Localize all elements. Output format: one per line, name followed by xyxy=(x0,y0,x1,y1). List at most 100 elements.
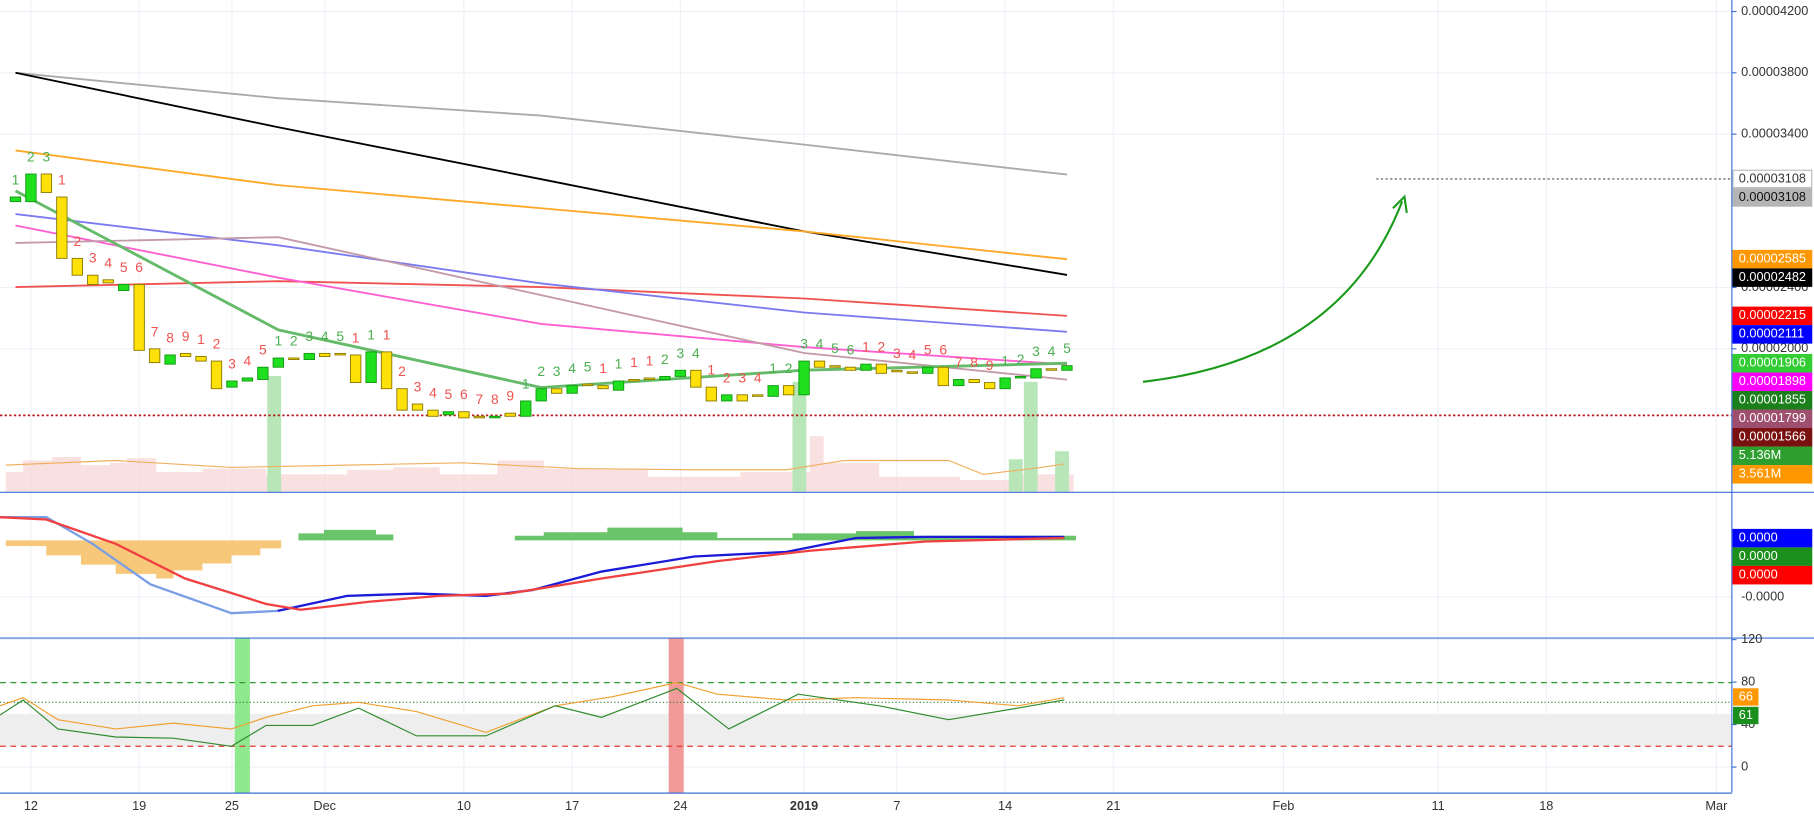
td-count: 5 xyxy=(120,259,128,275)
candle-body xyxy=(133,283,145,351)
macd-tag-label: 0.0000 xyxy=(1739,567,1778,582)
td-count: 4 xyxy=(754,369,762,385)
candle-body xyxy=(628,379,640,382)
x-tick-label: 21 xyxy=(1106,798,1120,813)
td-count: 1 xyxy=(630,354,638,370)
td-count: 1 xyxy=(769,360,777,376)
macd-histogram-negative xyxy=(5,540,282,579)
moving-average xyxy=(15,224,1068,366)
td-count: 8 xyxy=(491,391,499,407)
td-count: 1 xyxy=(522,375,530,391)
x-tick-label: Feb xyxy=(1272,798,1294,813)
candle-body xyxy=(148,348,161,364)
candle-body xyxy=(520,400,532,417)
y-tick-label: 0.00003800 xyxy=(1741,64,1808,79)
macd-tag xyxy=(1732,565,1813,585)
moving-average xyxy=(15,213,1068,333)
td-count: 8 xyxy=(970,354,978,370)
candle-body xyxy=(999,377,1011,390)
candle-body xyxy=(56,196,68,259)
td-count: 3 xyxy=(414,378,422,394)
candle-body xyxy=(504,412,516,417)
rsi-line xyxy=(0,682,1065,733)
x-tick-label: Mar xyxy=(1705,798,1728,813)
candle-body xyxy=(767,385,779,397)
candle-body xyxy=(782,385,795,396)
candle-body xyxy=(829,365,841,368)
macd-tag-label: 0.0000 xyxy=(1739,548,1778,563)
td-count: 3 xyxy=(228,355,236,371)
x-tick-label: Dec xyxy=(313,798,336,813)
moving-average xyxy=(15,149,1068,261)
candle-body xyxy=(968,379,980,384)
candle-body xyxy=(798,360,810,396)
td-count: 5 xyxy=(259,342,267,358)
td-count: 4 xyxy=(104,254,112,270)
candle-body xyxy=(752,394,764,397)
rsi-tag xyxy=(1733,688,1759,706)
candle-body xyxy=(272,357,285,368)
td-count: 9 xyxy=(506,388,514,404)
volume-tag-label: 5.136M xyxy=(1739,447,1781,462)
x-tick-label: 2019 xyxy=(790,798,818,813)
td-count: 7 xyxy=(955,354,963,370)
price-tag xyxy=(1732,428,1813,447)
td-count: 2 xyxy=(878,339,886,355)
candle-body xyxy=(288,357,300,361)
price-tag xyxy=(1732,372,1813,392)
candle-body xyxy=(319,352,331,357)
rsi-tag-label: 66 xyxy=(1739,688,1753,703)
price-tag-label: 0.00001898 xyxy=(1739,373,1806,388)
td-count: 4 xyxy=(908,346,916,362)
td-count: 6 xyxy=(460,386,468,402)
price-tag xyxy=(1732,188,1813,207)
td-count: 4 xyxy=(568,360,576,376)
candle-body xyxy=(396,388,408,411)
candle-body xyxy=(411,403,424,411)
td-count: 5 xyxy=(336,328,344,344)
moving-average xyxy=(15,280,1068,317)
td-count: 1 xyxy=(1001,352,1009,368)
y-tick-label: 0.00002000 xyxy=(1741,340,1808,355)
candle-body xyxy=(551,388,563,394)
y-tick-label: -0.0000 xyxy=(1741,588,1784,603)
candle-body xyxy=(906,371,918,374)
moving-average xyxy=(15,71,1068,176)
arrow-head xyxy=(1392,194,1408,214)
td-count: 6 xyxy=(939,342,947,358)
x-tick-label: 25 xyxy=(225,798,239,813)
rsi-line xyxy=(0,687,1065,747)
price-tag xyxy=(1732,325,1813,344)
y-tick-label: 120 xyxy=(1741,631,1762,646)
candle-body xyxy=(9,196,22,203)
x-tick-label: 11 xyxy=(1431,798,1444,813)
candle-body xyxy=(736,394,748,402)
candle-body xyxy=(458,411,470,419)
td-count: 3 xyxy=(305,328,313,344)
x-tick-label: 12 xyxy=(24,798,38,813)
candle-body xyxy=(566,385,578,394)
price-tag-label: 0.00002111 xyxy=(1739,326,1804,341)
td-count: 1 xyxy=(352,329,360,345)
td-count: 3 xyxy=(1032,343,1040,359)
candle-body xyxy=(535,388,547,402)
candle-body xyxy=(922,366,934,374)
rsi-tag-label: 61 xyxy=(1739,707,1753,722)
forecast-arrow xyxy=(1142,200,1404,383)
td-count: 2 xyxy=(1017,351,1025,367)
signal-line xyxy=(0,516,1065,611)
candle-body xyxy=(1061,365,1073,371)
candle-body xyxy=(195,356,207,362)
volume-spike xyxy=(792,381,807,492)
price-tag-label: 0.00003108 xyxy=(1739,189,1806,204)
candle-body xyxy=(813,360,826,368)
td-count: 2 xyxy=(213,336,221,352)
candle-body xyxy=(164,354,176,365)
td-count: 3 xyxy=(677,345,685,361)
volume-tag xyxy=(1732,465,1813,484)
td-count: 4 xyxy=(244,352,252,368)
td-count: 2 xyxy=(723,369,731,385)
td-count: 1 xyxy=(12,172,20,188)
macd-line xyxy=(0,516,278,615)
candle-body xyxy=(659,375,671,380)
